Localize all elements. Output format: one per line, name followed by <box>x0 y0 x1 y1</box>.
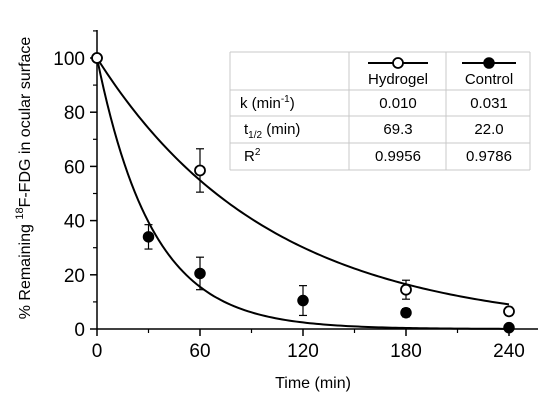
r-squared-label-text: R <box>244 148 255 165</box>
table-cell-r-squared-hydrogel: 0.9956 <box>375 148 421 165</box>
x-tick-label: 240 <box>493 341 525 362</box>
data-point-control <box>142 231 155 243</box>
y-tick-label: 40 <box>64 212 85 233</box>
y-tick-label: 0 <box>74 320 85 341</box>
y-tick-label: 20 <box>64 266 85 287</box>
kinetics-table: Hydrogel Control k (min-1) 0.010 0.031 t… <box>229 51 531 171</box>
table-cell-half-life-hydrogel: 69.3 <box>383 121 412 138</box>
table-row-label-k: k (min-1) <box>240 94 295 112</box>
data-point-hydrogel <box>503 305 515 318</box>
data-point-hydrogel <box>400 283 412 296</box>
y-tick-label: 100 <box>53 49 85 70</box>
table-cell-half-life-control: 22.0 <box>474 121 503 138</box>
data-point-control <box>400 306 412 319</box>
data-markers <box>91 52 515 334</box>
x-axis-title: Time (min) <box>275 375 351 392</box>
table-cell-r-squared-control: 0.9786 <box>466 148 512 165</box>
legend-hydrogel-marker <box>392 57 404 69</box>
fit-curves <box>96 57 510 330</box>
half-life-label-text: t <box>244 121 249 138</box>
x-tick-label: 60 <box>189 341 210 362</box>
table-cell-k-control: 0.031 <box>470 95 508 112</box>
table-row-label-half-life: t1/2 (min) <box>244 121 300 141</box>
table-row-label-r-squared: R2 <box>244 147 261 165</box>
y-axis-title-superscript: 18 <box>14 207 26 219</box>
table-header-hydrogel: Hydrogel <box>368 71 428 88</box>
data-point-hydrogel <box>194 164 206 177</box>
legend-control-marker <box>483 57 495 69</box>
y-axis-title: % Remaining 18F-FDG in ocular surface <box>14 37 34 320</box>
y-axis-title-suffix: F-FDG in ocular surface <box>17 37 34 208</box>
k-label-sup: -1 <box>281 94 290 105</box>
y-tick-label: 80 <box>64 103 85 124</box>
y-tick-label: 60 <box>64 157 85 178</box>
data-point-control <box>297 294 309 307</box>
k-label-end: ) <box>290 95 295 112</box>
fit-curve-hydrogel <box>96 57 510 306</box>
k-label-text: k (min <box>240 95 281 112</box>
x-tick-label: 120 <box>287 341 319 362</box>
y-axis-title-prefix: % Remaining <box>17 220 34 320</box>
r-squared-label-sup: 2 <box>255 147 261 158</box>
table-cell-k-hydrogel: 0.010 <box>379 95 417 112</box>
half-life-label-sub: 1/2 <box>248 130 262 141</box>
x-tick-label: 180 <box>390 341 422 362</box>
data-point-hydrogel <box>91 52 103 64</box>
axis-ticks: 0 60 120 180 240 0 20 40 60 80 100 <box>53 30 525 362</box>
fit-curve-control <box>96 57 510 330</box>
x-tick-label: 0 <box>92 341 103 362</box>
data-point-control <box>503 321 515 334</box>
half-life-label-end: (min) <box>262 121 300 138</box>
data-point-control <box>194 267 206 280</box>
table-header-control: Control <box>465 71 513 88</box>
table-background <box>230 52 530 170</box>
